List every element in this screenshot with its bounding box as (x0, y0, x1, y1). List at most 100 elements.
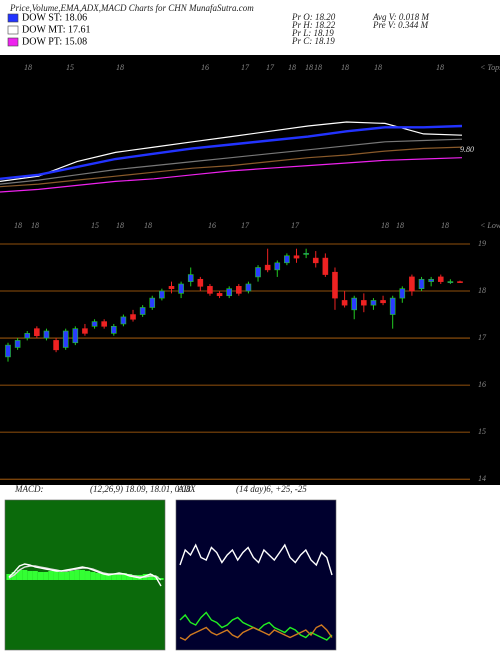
candle-body (312, 257, 319, 264)
histogram-bar (116, 573, 122, 580)
candle-body (207, 286, 213, 294)
candle-body (428, 278, 434, 282)
legend-swatch (7, 37, 19, 47)
histogram-bar (69, 571, 75, 580)
end-label: < Tops (480, 63, 500, 72)
candle-body (226, 288, 232, 297)
date-label: 18 (24, 63, 32, 72)
y-tick-label: 15 (478, 427, 486, 436)
date-label: 18 (144, 221, 152, 230)
candle-body (418, 278, 425, 289)
date-label: 15 (91, 221, 99, 230)
candle-body (178, 283, 184, 294)
candle-body (24, 333, 31, 339)
histogram-bar (90, 572, 96, 580)
candle-body (159, 290, 165, 299)
panel-subtitle: (12,26,9) 18.09, 18.01, 0.08 (90, 484, 191, 494)
end-label: < Lows (480, 221, 500, 230)
histogram-bar (43, 572, 49, 580)
candle-body (361, 300, 367, 306)
histogram-bar (58, 572, 65, 580)
date-label: 18 (305, 63, 313, 72)
histogram-bar (105, 574, 112, 580)
date-label: 18 (288, 63, 296, 72)
date-label: 15 (66, 63, 74, 72)
date-label: 16 (201, 63, 209, 72)
indicator-line (179, 624, 333, 641)
date-label: 18 (341, 63, 349, 72)
candle-body (370, 300, 377, 306)
candle-body (110, 326, 117, 334)
candle-body (43, 330, 50, 339)
histogram-bar (158, 578, 164, 580)
y-tick-label: 16 (478, 380, 486, 389)
candle-body (14, 340, 21, 348)
date-label: 18 (31, 221, 39, 230)
panel-subtitle: (14 day)6, +25, -25 (236, 484, 307, 494)
candle-body (149, 297, 156, 308)
histogram-bar (27, 571, 33, 580)
date-label: 17 (266, 63, 275, 72)
ema-line (0, 121, 463, 182)
date-label: 18 (314, 63, 322, 72)
panel-title: ADX (177, 484, 196, 494)
candle-body (216, 293, 223, 297)
candle-body (399, 288, 406, 299)
y-tick-label: 18 (478, 286, 486, 295)
histogram-bar (64, 572, 70, 580)
candle-body (245, 283, 252, 292)
histogram-bar (74, 570, 80, 580)
stat: Pr C: 18.19 (291, 36, 335, 46)
date-label: 16 (208, 221, 216, 230)
stat: Avg V: 0.018 M (372, 12, 429, 22)
stat: Pr O: 18.20 (291, 12, 336, 22)
date-label: 18 (441, 221, 449, 230)
ema-line (0, 146, 463, 188)
candle-body (53, 340, 59, 351)
stat: Pr H: 18.22 (291, 20, 336, 30)
candle-body (341, 300, 348, 306)
candle-body (380, 300, 386, 304)
date-label: 18 (116, 63, 124, 72)
histogram-bar (126, 574, 133, 580)
indicator-line (8, 563, 162, 587)
histogram-bar (95, 573, 101, 580)
date-label: 18 (116, 221, 124, 230)
candle-body (72, 328, 79, 344)
candle-body (168, 286, 175, 289)
indicator-line (179, 543, 333, 576)
ema-line (0, 138, 463, 185)
histogram-bar (11, 572, 17, 580)
candle-body (130, 314, 136, 320)
ema-line (0, 157, 463, 193)
candle-body (322, 257, 329, 275)
candle-body (303, 253, 309, 255)
candle-body (197, 278, 204, 287)
candle-body (91, 321, 98, 327)
candle-body (255, 267, 261, 278)
date-label: 18 (374, 63, 382, 72)
legend-label: DOW PT: 15.08 (22, 36, 87, 47)
legend-label: DOW ST: 18.06 (22, 12, 87, 23)
candle-body (101, 321, 107, 327)
histogram-bar (48, 571, 54, 580)
ema-line (0, 124, 463, 180)
candle-body (120, 316, 127, 325)
candle-body (236, 286, 242, 294)
stat: Pr L: 18.19 (291, 28, 334, 38)
stat: Pre V: 0.344 M (372, 20, 429, 30)
panel-background (175, 499, 337, 651)
histogram-bar (16, 570, 23, 580)
candle-body (62, 330, 69, 348)
chart-background (0, 55, 500, 485)
date-label: 18 (436, 63, 444, 72)
candle-body (351, 297, 358, 311)
date-label: 18 (14, 221, 22, 230)
candle-body (389, 297, 396, 315)
date-label: 18 (396, 221, 404, 230)
page-title: Price,Volume,EMA,ADX,MACD Charts for CHN… (9, 3, 254, 13)
date-label: 17 (291, 221, 300, 230)
candle-body (332, 271, 338, 299)
histogram-bar (147, 574, 154, 580)
